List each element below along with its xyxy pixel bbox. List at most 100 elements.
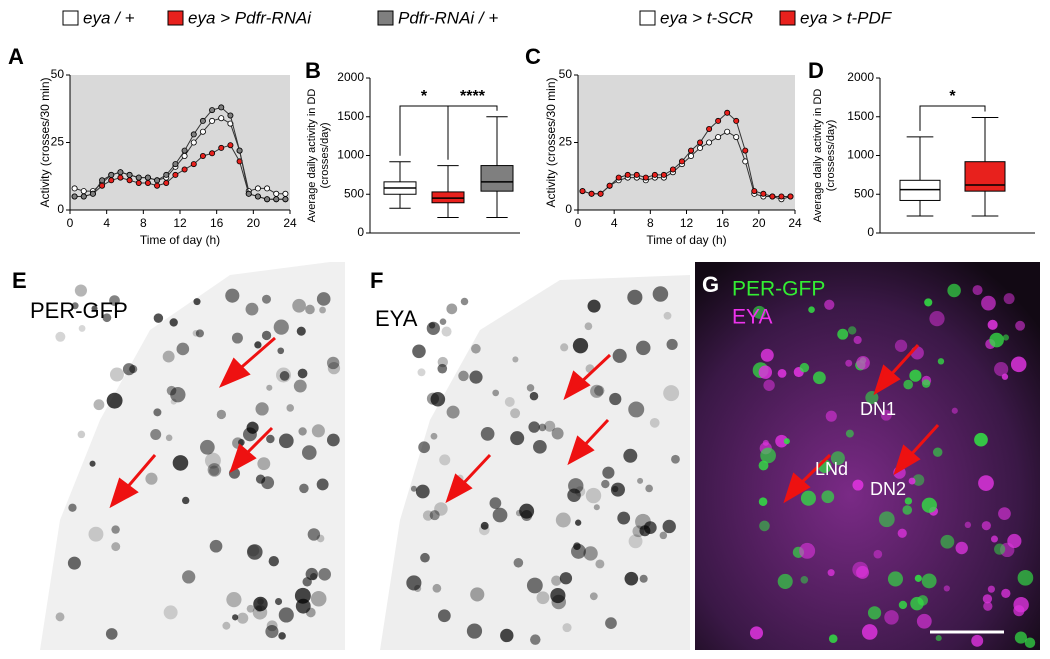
data-point	[697, 144, 704, 151]
y-tick-label: 0	[565, 202, 572, 216]
cell	[1017, 569, 1034, 586]
data-point	[254, 185, 261, 192]
cell	[921, 573, 937, 589]
y-axis-label: Average daily activity in DD	[306, 89, 318, 223]
cell	[111, 525, 120, 534]
legend-swatch	[779, 10, 796, 26]
cell	[193, 298, 201, 306]
cell	[1010, 356, 1027, 373]
cell	[257, 457, 271, 471]
cell	[74, 284, 87, 297]
cell	[307, 528, 321, 541]
data-point	[769, 193, 776, 200]
data-point	[190, 139, 197, 146]
cell	[55, 612, 65, 622]
y-tick-label: 1000	[337, 148, 364, 162]
arrow	[235, 336, 276, 374]
cell	[231, 332, 243, 344]
box	[964, 161, 1006, 192]
cell	[422, 510, 434, 521]
cell	[412, 344, 426, 359]
cell	[924, 298, 933, 307]
significance-bracket	[447, 105, 498, 160]
cell	[153, 313, 164, 323]
cell	[904, 497, 913, 505]
cell	[279, 371, 290, 381]
cell	[268, 556, 279, 567]
cell	[319, 306, 326, 314]
data-point	[71, 185, 78, 192]
y-axis-label: (crossess/day)	[825, 120, 837, 192]
cell	[990, 535, 998, 543]
cell	[637, 477, 644, 484]
cell	[632, 525, 645, 538]
cell	[1007, 533, 1022, 549]
cell	[645, 484, 653, 493]
x-tick-label: 0	[67, 216, 74, 230]
x-tick-label: 8	[647, 216, 654, 230]
cell	[266, 434, 275, 444]
cell	[902, 505, 913, 515]
panel-letter: A	[8, 44, 24, 69]
data-point	[651, 171, 658, 178]
cell	[1002, 334, 1010, 341]
cell	[406, 575, 422, 591]
cell	[972, 285, 983, 296]
cell	[856, 565, 869, 579]
legend-label: eya > t-PDF	[800, 8, 893, 27]
cell	[894, 339, 908, 352]
cell	[252, 604, 268, 620]
cell	[828, 634, 838, 643]
cell	[799, 542, 816, 559]
cell	[590, 384, 604, 398]
cell	[153, 408, 162, 417]
cell	[825, 410, 837, 422]
data-point	[706, 126, 713, 133]
cell	[515, 509, 523, 517]
cell	[254, 341, 262, 349]
cell	[594, 385, 605, 396]
cell	[853, 335, 862, 345]
data-point	[154, 177, 161, 184]
data-point	[172, 171, 179, 178]
cell	[466, 623, 483, 639]
data-point	[715, 117, 722, 124]
cell	[998, 507, 1011, 520]
cell	[246, 421, 259, 434]
cell	[500, 628, 514, 643]
data-point	[597, 190, 604, 197]
cell	[326, 433, 340, 447]
cell	[884, 610, 899, 625]
cell	[914, 574, 922, 582]
arrow-head	[218, 357, 251, 388]
cell	[929, 311, 945, 327]
data-point	[245, 190, 252, 197]
y-tick-label: 1500	[847, 109, 874, 123]
cell	[909, 369, 922, 382]
cell	[265, 624, 279, 639]
data-point	[254, 193, 261, 200]
data-point	[615, 174, 622, 181]
cell	[310, 590, 327, 607]
data-point	[588, 190, 595, 197]
cell	[430, 391, 446, 407]
cell	[777, 369, 787, 378]
cell	[434, 502, 448, 516]
cell	[266, 384, 273, 391]
cell	[318, 568, 331, 581]
cell	[426, 321, 440, 335]
cell	[480, 521, 489, 530]
cell	[777, 573, 793, 589]
cell	[278, 607, 294, 623]
cell	[951, 407, 958, 414]
cell-label: DN1	[860, 399, 896, 419]
data-point	[579, 188, 586, 195]
x-tick-label: 12	[680, 216, 694, 230]
cell	[225, 288, 240, 303]
data-point	[282, 196, 289, 203]
x-tick-label: 16	[716, 216, 730, 230]
cell	[636, 340, 651, 356]
cell	[910, 596, 924, 611]
cell	[583, 546, 598, 561]
